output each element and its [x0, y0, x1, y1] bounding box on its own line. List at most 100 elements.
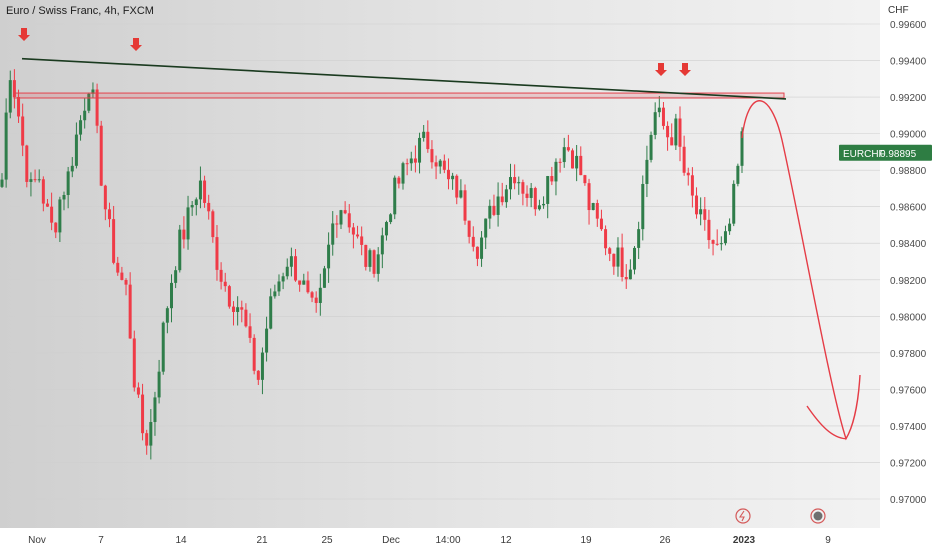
candle-body [409, 158, 413, 164]
candle-body [4, 112, 8, 180]
currency-label: CHF [888, 5, 909, 16]
candle-body [66, 171, 70, 196]
candle-body [149, 422, 153, 446]
candle-body [715, 243, 719, 245]
candle-body [289, 256, 293, 267]
x-tick-label: 26 [659, 535, 671, 546]
candle-body [252, 337, 256, 371]
forecast-path-tail [806, 405, 847, 440]
candle-body [521, 182, 525, 194]
candle-body [0, 179, 4, 187]
candle-body [422, 131, 426, 138]
candle-body [178, 229, 182, 271]
candle-body [103, 185, 107, 210]
candle-body [298, 280, 302, 285]
candle-body [322, 268, 326, 288]
candle-body [463, 190, 467, 221]
candle-body [219, 269, 223, 282]
event-icon[interactable] [735, 508, 751, 524]
candles [0, 69, 744, 460]
candle-body [397, 177, 401, 184]
last-price-label: 0.98895 [880, 149, 917, 160]
candle-body [566, 147, 570, 151]
y-tick-label: 0.98200 [890, 276, 927, 287]
candle-body [583, 175, 587, 184]
y-tick-label: 0.97000 [890, 495, 927, 506]
candle-body [616, 247, 620, 267]
candle-body [33, 179, 37, 181]
candle-body [612, 253, 616, 267]
candle-body [533, 188, 537, 210]
candle-body [508, 177, 512, 190]
candle-body [45, 203, 49, 207]
candle-body [591, 203, 595, 211]
candle-body [273, 291, 277, 297]
y-tick-label: 0.98800 [890, 166, 927, 177]
candle-body [637, 229, 641, 248]
event-icon[interactable] [810, 508, 826, 524]
candle-body [579, 155, 583, 176]
candle-body [434, 162, 438, 167]
x-tick-label: 25 [321, 535, 333, 546]
candle-body [12, 80, 16, 97]
candle-body [165, 308, 169, 323]
candle-body [244, 309, 248, 327]
candle-body [488, 205, 492, 219]
candle-body [670, 137, 674, 146]
candle-body [120, 272, 124, 280]
candle-body [347, 213, 351, 228]
candle-body [74, 134, 78, 166]
candle-body [513, 177, 517, 184]
candle-body [657, 107, 661, 113]
candle-body [653, 112, 657, 135]
candle-body [562, 147, 566, 163]
candle-body [240, 307, 244, 310]
candle-body [678, 118, 682, 147]
y-tick-label: 0.98000 [890, 312, 927, 323]
y-tick-label: 0.99400 [890, 57, 927, 68]
candle-body [335, 223, 339, 225]
candle-body [401, 163, 405, 184]
candle-body [575, 155, 579, 169]
candle-body [182, 229, 186, 240]
candle-body [58, 199, 62, 233]
price-scale[interactable] [880, 0, 932, 550]
time-scale[interactable] [0, 528, 880, 550]
candle-body [500, 196, 504, 203]
candle-body [83, 110, 87, 121]
candle-body [285, 266, 289, 277]
candle-body [380, 235, 384, 255]
y-tick-label: 0.98400 [890, 239, 927, 250]
symbol-label: EURCHF [843, 149, 885, 160]
candle-body [438, 160, 442, 167]
candle-body [190, 205, 194, 208]
candle-body [136, 387, 140, 395]
earnings-icon [813, 511, 823, 521]
candle-body [327, 244, 331, 269]
candle-body [17, 96, 21, 117]
candle-body [256, 370, 260, 380]
y-tick-label: 0.99000 [890, 130, 927, 141]
candle-body [546, 176, 550, 204]
candle-body [686, 172, 690, 176]
candle-body [719, 243, 723, 245]
y-tick-label: 0.97200 [890, 458, 927, 469]
candle-body [703, 209, 707, 220]
candle-body [418, 137, 422, 163]
resistance-zone [13, 92, 785, 99]
candle-body [649, 134, 653, 160]
candle-body [41, 179, 45, 204]
candle-body [306, 280, 310, 293]
candle-body [595, 203, 599, 219]
candle-body [471, 236, 475, 247]
candle-body [260, 352, 264, 380]
candle-body [54, 222, 58, 233]
candle-body [711, 240, 715, 244]
candle-body [351, 227, 355, 235]
candle-body [153, 397, 157, 423]
y-tick-label: 0.99200 [890, 93, 927, 104]
candle-body [571, 150, 575, 169]
